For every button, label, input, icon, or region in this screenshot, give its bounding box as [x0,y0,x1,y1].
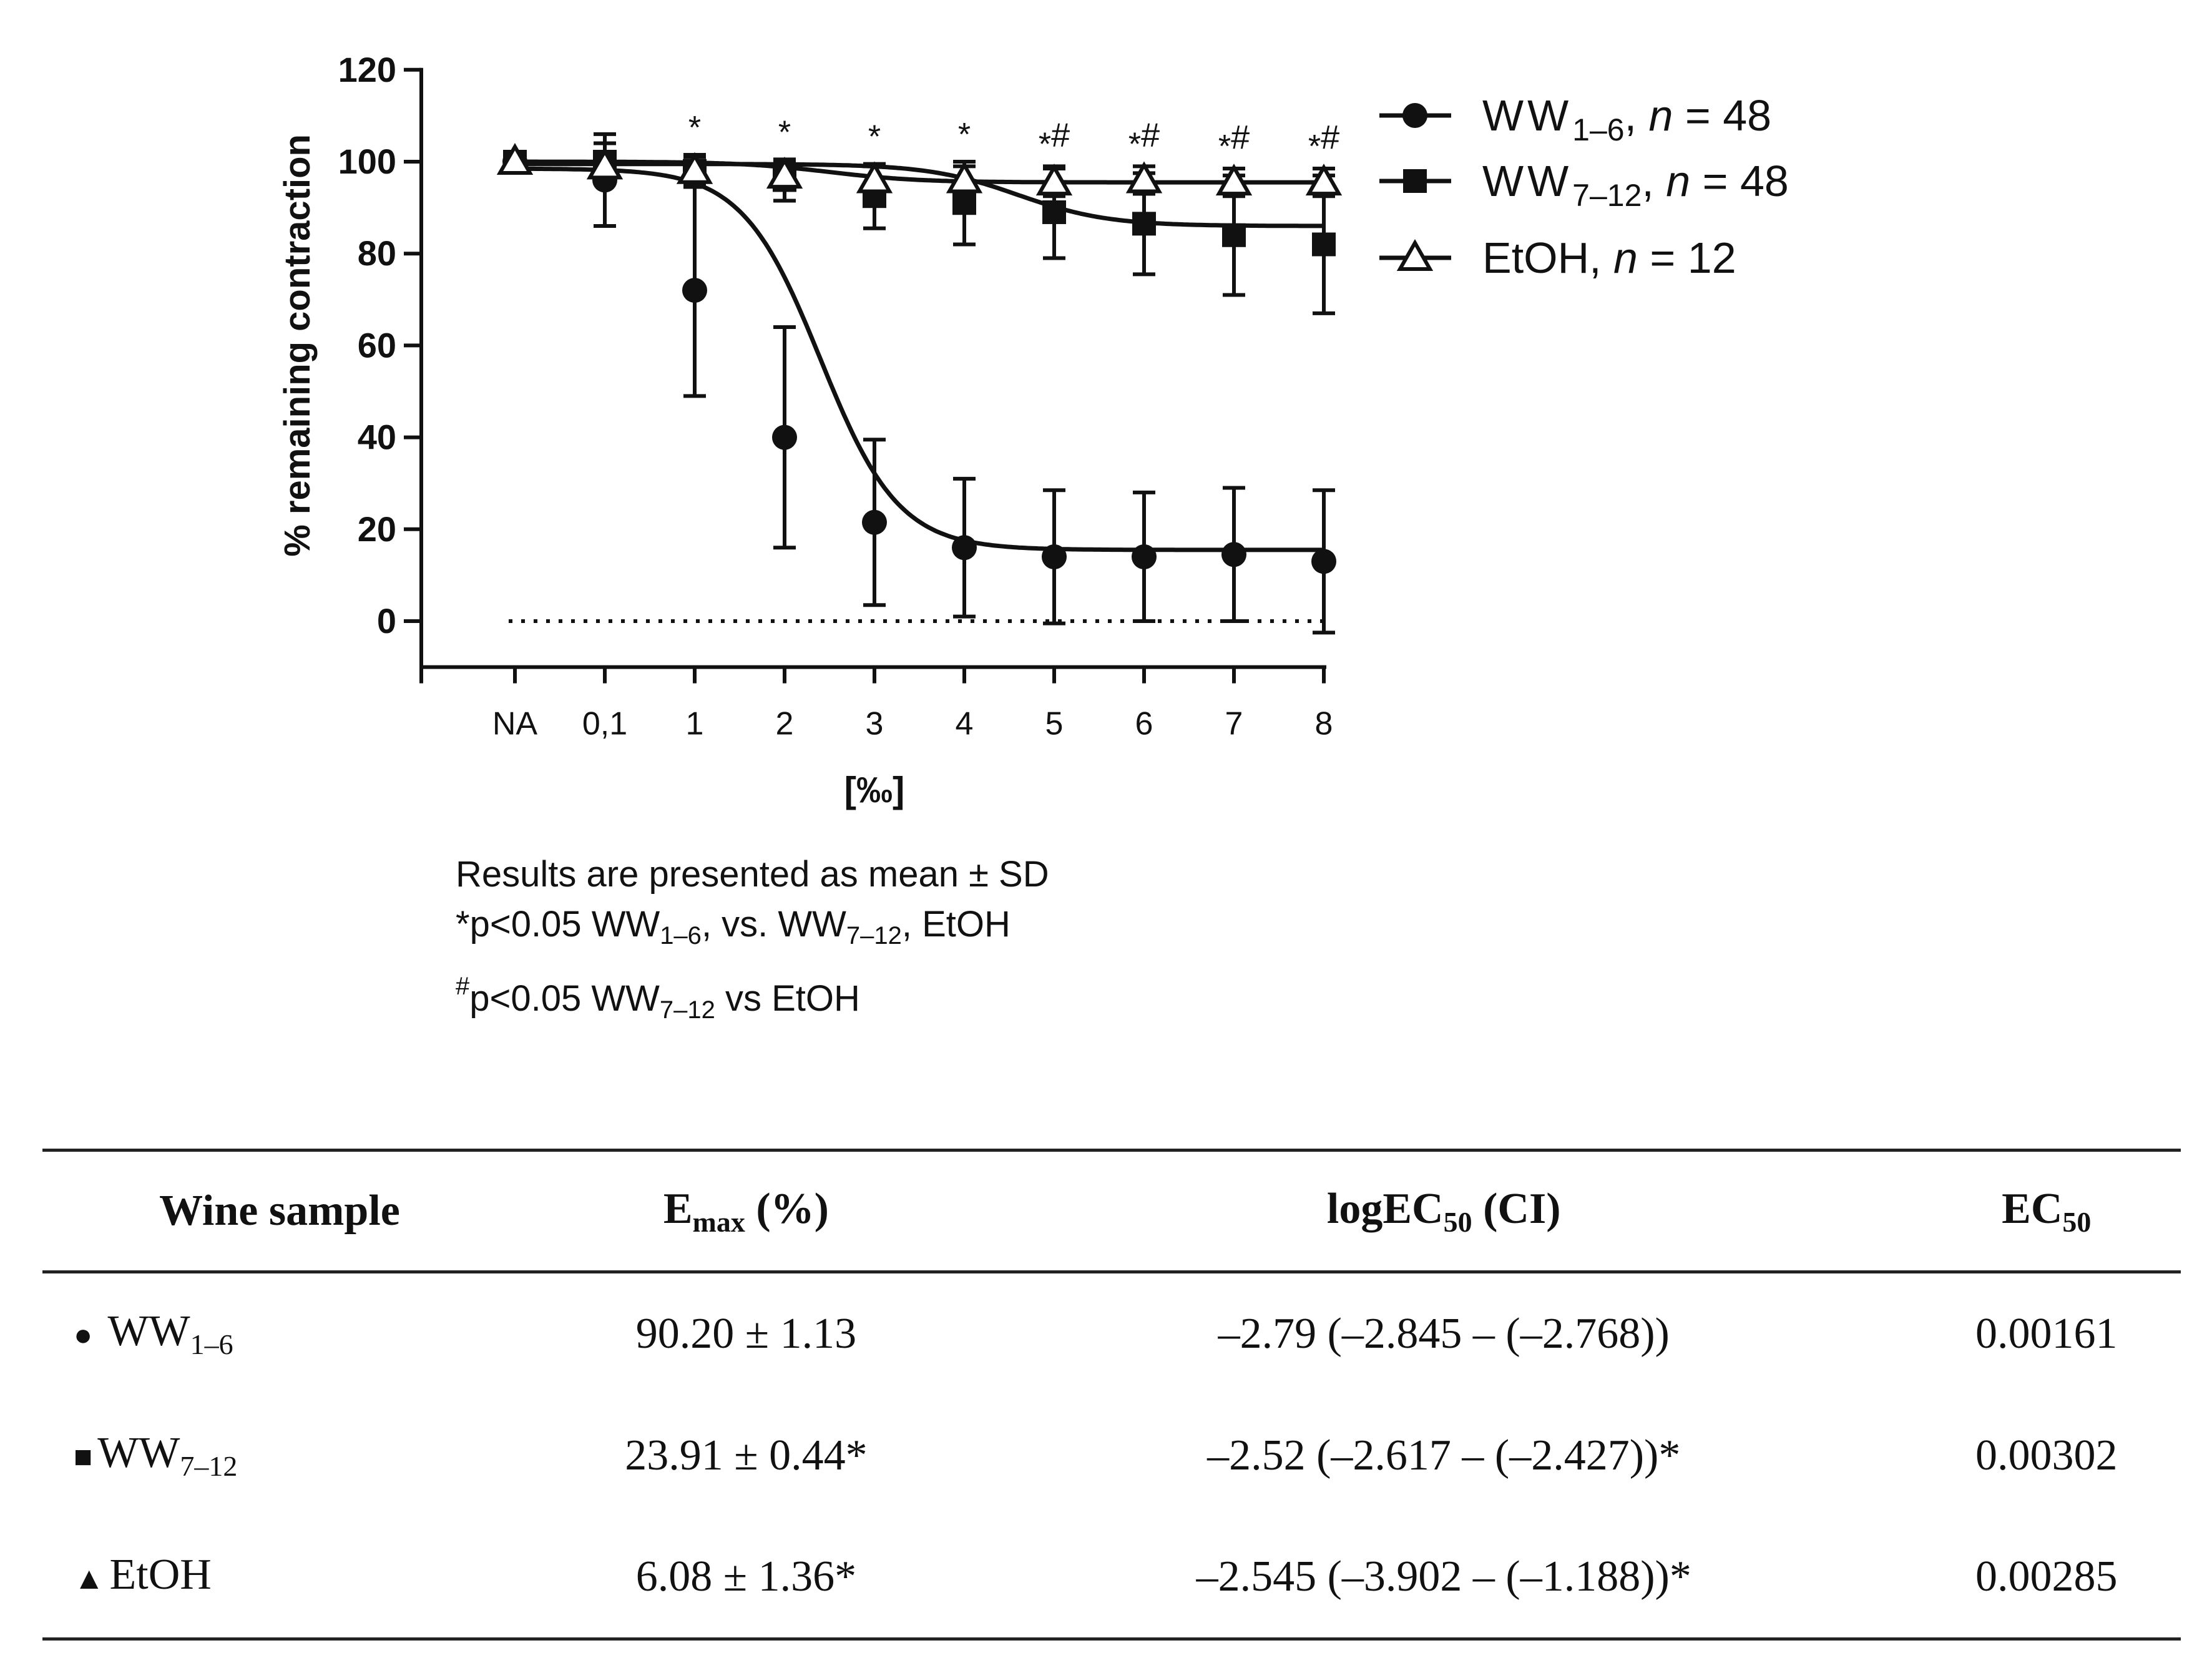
y-tick-label: 120 [338,50,396,89]
legend-label: WW1–6, n = 48 [1482,91,1771,147]
significance-label: *# [1039,116,1070,162]
sample-cell: ▲ EtOH [74,1550,212,1599]
square-marker-icon: ■ [74,1439,93,1474]
data-point-circle [682,278,707,303]
table-row: ● WW1–6 90.20 ± 1.13 –2.79 (–2.845 – (–2… [42,1272,2181,1395]
data-point-square [1042,200,1066,224]
header-logec50: logEC50 (CI) [1326,1184,1561,1238]
x-tick-label: 6 [1135,706,1153,742]
data-point-square [1132,212,1156,236]
data-point-triangle [946,161,983,194]
y-tick-label: 60 [358,325,396,365]
chart-marks: * * * * *# *# *# *# [496,110,1343,635]
legend-marker-circle [1402,103,1427,128]
y-tick-label: 20 [358,509,396,549]
ec50-cell: 0.00285 [1975,1553,2118,1601]
note-line-3: #p<0.05 WW7–12 vs EtOH [456,973,860,1024]
significance-label: *# [1218,119,1250,165]
y-tick-label: 40 [358,418,396,457]
significance-label: * [958,117,971,153]
data-point-triangle [586,147,624,180]
legend-entry: EtOH, n = 12 [1379,233,1736,282]
circle-marker-icon: ● [74,1317,93,1353]
data-point-triangle [1215,164,1253,196]
legend-marker-triangle [1396,238,1434,271]
legend-marker-square [1403,169,1427,193]
data-point-triangle [856,161,893,194]
emax-cell: 6.08 ± 1.36* [635,1553,857,1601]
note-line-1: Results are presented as mean ± SD [456,854,1049,895]
data-point-circle [1311,549,1336,574]
header-ec50: EC50 [2002,1184,2092,1238]
ec50-cell: 0.00161 [1975,1309,2118,1358]
table-header-row: Wine sample Emax (%) logEC50 (CI) EC50 [42,1150,2181,1272]
results-table: Wine sample Emax (%) logEC50 (CI) EC50 ●… [42,1149,2181,1641]
data-point-square [1312,232,1336,257]
x-tick-label: 2 [776,706,794,742]
axes: 0 20 40 60 80 100 120 % remaining contraction NA… [277,50,1333,811]
sample-cell: ● WW1–6 [74,1307,233,1361]
x-tick-label: NA [492,706,538,742]
note-line-2: *p<0.05 WW1–6, vs. WW7–12, EtOH [456,904,1011,949]
series-triangle [496,142,1343,199]
significance-label: *# [1308,119,1339,165]
fit-curve-triangle [515,159,1324,185]
legend: WW1–6, n = 48 WW7–12, n = 48 EtOH, n = 12 [1379,91,1789,282]
fit-curve-circle [515,166,1324,552]
x-tick-label: 1 [686,706,704,742]
table-row: ▲ EtOH 6.08 ± 1.36* –2.545 (–3.902 – (–1.… [42,1517,2181,1639]
logec50-cell: –2.545 (–3.902 – (–1.188))* [1196,1553,1691,1601]
legend-entry: WW7–12, n = 48 [1379,157,1789,213]
series-circle [502,132,1336,635]
dose-response-chart: 0 20 40 60 80 100 120 % remaining contraction NA… [277,50,1789,811]
data-point-circle [772,424,797,450]
triangle-marker-icon: ▲ [74,1560,105,1596]
legend-entry: WW1–6, n = 48 [1379,91,1771,147]
x-axis-title: [‰] [844,770,905,811]
x-tick-label: 5 [1045,706,1064,742]
data-point-triangle [1125,161,1163,194]
data-point-circle [952,535,977,561]
y-tick-label: 100 [338,142,396,181]
data-point-triangle [1305,164,1343,196]
y-tick-label: 80 [358,233,396,273]
legend-label: EtOH, n = 12 [1482,233,1736,282]
data-point-triangle [496,142,534,175]
data-point-circle [1221,542,1246,567]
data-point-triangle [766,157,803,189]
logec50-cell: –2.79 (–2.845 – (–2.768)) [1218,1309,1670,1358]
emax-cell: 23.91 ± 0.44* [625,1431,868,1479]
significance-label: * [868,119,881,155]
x-tick-label: 8 [1315,706,1333,742]
significance-label: *# [1128,116,1160,162]
x-tick-label: 7 [1225,706,1243,742]
data-point-triangle [1035,164,1073,196]
series-square [503,141,1336,315]
sample-cell: ■ WW7–12 [74,1429,238,1482]
x-tick-label: 3 [866,706,884,742]
data-point-square [1222,223,1246,247]
table-row: ■ WW7–12 23.91 ± 0.44* –2.52 (–2.617 – (–… [42,1395,2181,1517]
legend-label: WW7–12, n = 48 [1482,157,1789,213]
significance-label: * [778,114,791,150]
ec50-cell: 0.00302 [1975,1431,2118,1479]
data-point-circle [862,509,887,535]
significance-label: * [688,110,701,146]
y-axis-title: % remaining contraction [277,134,318,557]
logec50-cell: –2.52 (–2.617 – (–2.427))* [1207,1431,1681,1479]
header-emax: Emax (%) [663,1184,829,1238]
y-tick-label: 0 [377,601,396,640]
x-tick-label: 0,1 [582,706,627,742]
data-point-circle [1042,544,1067,569]
data-point-circle [1132,544,1157,569]
x-tick-label: 4 [956,706,974,742]
data-point-triangle [676,152,713,184]
emax-cell: 90.20 ± 1.13 [635,1309,857,1358]
header-wine-sample: Wine sample [159,1187,400,1235]
